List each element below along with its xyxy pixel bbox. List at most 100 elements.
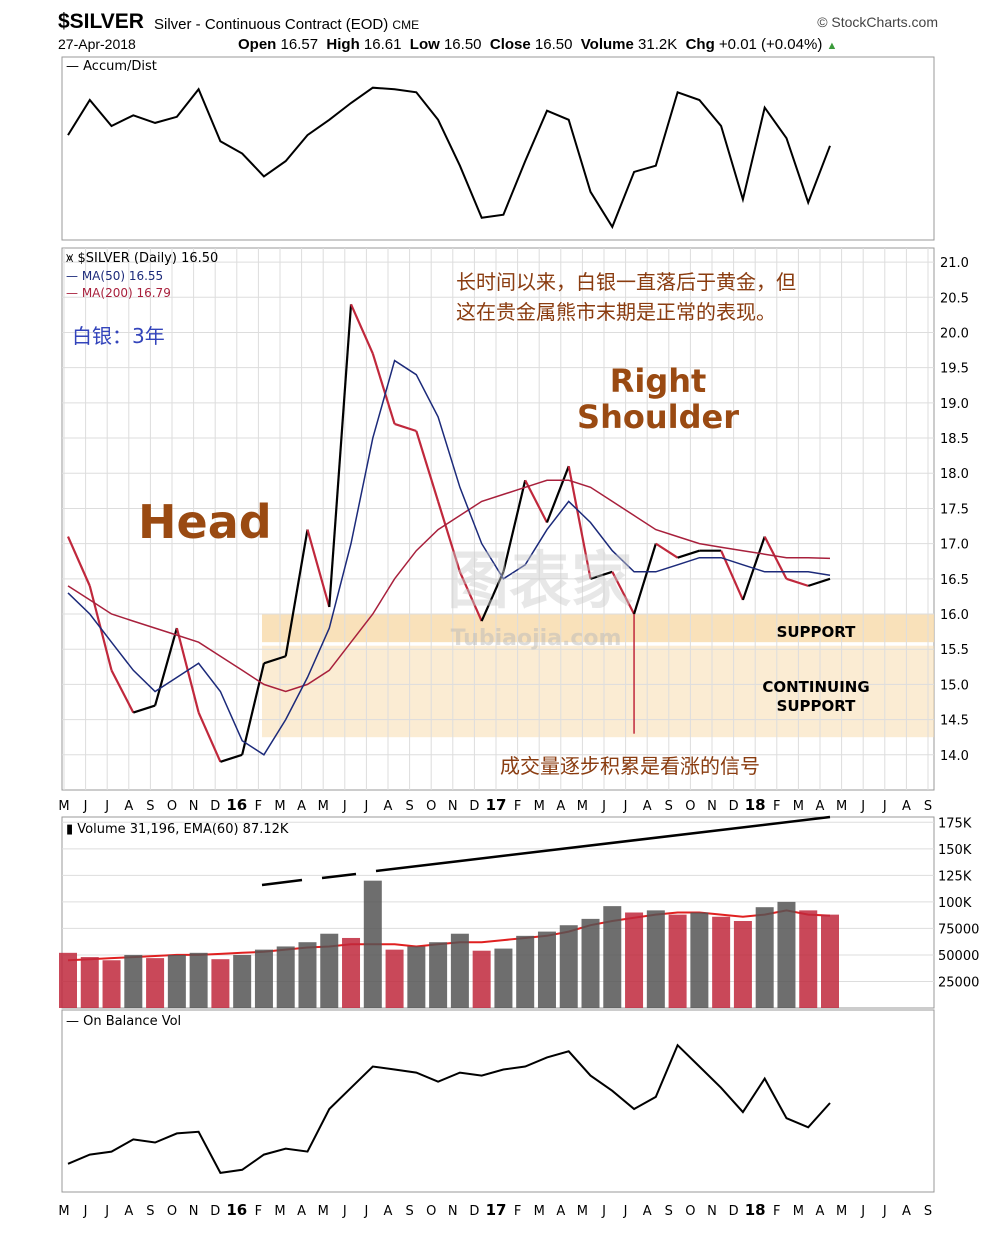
volume-bar — [733, 920, 752, 1008]
volume-bar — [581, 918, 600, 1008]
volume-bar — [102, 960, 121, 1008]
x-tick-label: S — [665, 799, 673, 814]
x-tick-label-bottom: D — [210, 1204, 220, 1219]
x-tick-label-bottom: N — [448, 1204, 458, 1219]
x-tick-label: A — [124, 799, 133, 814]
volume-bar — [472, 950, 491, 1008]
volume-bar — [254, 949, 273, 1008]
volume-tick-label: 175K — [938, 816, 972, 831]
volume-bar — [559, 925, 578, 1008]
price-panel-frame — [61, 247, 935, 791]
price-tick-label: 14.5 — [940, 714, 969, 729]
x-tick-label: A — [297, 799, 306, 814]
obv-panel-frame — [61, 1009, 935, 1193]
x-tick-label: S — [146, 799, 154, 814]
x-tick-label: O — [167, 799, 177, 814]
x-tick-label-bottom: 18 — [745, 1201, 766, 1219]
x-tick-label-bottom: S — [665, 1204, 673, 1219]
volume-bar — [146, 958, 165, 1008]
price-segment — [220, 753, 243, 763]
x-tick-label-bottom: 16 — [226, 1201, 247, 1219]
support-bands — [262, 614, 934, 738]
x-tick-label: 17 — [486, 796, 507, 814]
volume-bar — [625, 912, 644, 1008]
accum-legend: — Accum/Dist — [66, 59, 157, 74]
volume-bar — [320, 933, 339, 1008]
x-tick-label-bottom: N — [707, 1204, 717, 1219]
price-segment — [241, 663, 266, 756]
x-tick-label: M — [274, 799, 285, 814]
x-tick-label: A — [384, 799, 393, 814]
x-tick-label: J — [623, 799, 628, 814]
ma50-line — [67, 359, 831, 756]
x-tick-label: J — [342, 799, 347, 814]
volume-bar — [516, 935, 535, 1008]
x-tick-label-bottom: F — [255, 1204, 262, 1219]
note-line-1: 长时间以来，白银一直落后于黄金，但 — [456, 270, 796, 294]
x-tick-label: M — [793, 799, 804, 814]
price-segment — [502, 480, 527, 573]
volume-bar — [799, 910, 818, 1008]
price-segment — [590, 570, 613, 580]
x-tick-label-bottom: M — [793, 1204, 804, 1219]
x-tick-label: F — [255, 799, 262, 814]
ma200-line — [67, 479, 831, 693]
description-text: Silver - Continuous Contract (EOD) — [154, 16, 389, 33]
close-label: Close — [489, 36, 531, 53]
price-tick-label: 20.0 — [940, 326, 969, 341]
volume-tick-label: 150K — [938, 843, 972, 858]
chart-header: $SILVER Silver - Continuous Contract (EO… — [58, 6, 938, 53]
price-segment — [394, 422, 417, 433]
x-tick-label: M — [577, 799, 588, 814]
x-tick-label-bottom: A — [902, 1204, 911, 1219]
price-segment — [371, 353, 396, 425]
low-value: 16.50 — [443, 36, 482, 53]
x-tick-label-bottom: J — [83, 1204, 88, 1219]
x-tick-label: 18 — [745, 796, 766, 814]
head-label: Head — [138, 495, 272, 549]
x-tick-label: N — [707, 799, 717, 814]
price-segment — [633, 543, 657, 615]
price-tick-label: 21.0 — [940, 256, 969, 271]
high-value: 16.61 — [363, 36, 402, 53]
price-tick-label: 19.0 — [940, 397, 969, 412]
support-label: SUPPORT — [777, 623, 857, 641]
volume-value: 31.2K — [638, 36, 678, 53]
volume-legend: ▮ Volume 31,196, EMA(60) 87.12K — [66, 822, 289, 837]
volume-bar — [298, 942, 317, 1008]
axis-ticks: MMJJJJAASSOONNDD1616FFMMAAMMJJJJAASSOONN… — [58, 256, 979, 1219]
price-segment — [545, 465, 570, 523]
volume-tick-label: 100K — [938, 896, 972, 911]
x-tick-label: J — [601, 799, 606, 814]
volume-note: 成交量逐步积累是看涨的信号 — [500, 754, 760, 778]
price-segment — [458, 571, 483, 622]
volume-bar — [646, 910, 665, 1008]
volume-bar — [494, 948, 513, 1008]
price-segment — [415, 430, 440, 502]
price-segment — [480, 571, 505, 622]
price-segment — [110, 669, 135, 714]
x-tick-label-bottom: J — [601, 1204, 606, 1219]
note-line-2: 这在贵金属熊市末期是正常的表现。 — [456, 300, 776, 324]
description: Silver - Continuous Contract (EOD) CME — [154, 16, 419, 33]
volume-bar — [712, 916, 731, 1008]
x-tick-label-bottom: A — [124, 1204, 133, 1219]
volume-tick-label: 50000 — [938, 949, 979, 964]
x-tick-label-bottom: M — [58, 1204, 69, 1219]
annotations: 白银：3年 长时间以来，白银一直落后于黄金，但 这在贵金属熊市末期是正常的表现。… — [72, 270, 870, 778]
x-tick-label: A — [816, 799, 825, 814]
symbol: $SILVER — [58, 10, 144, 33]
volume-bar — [276, 946, 295, 1008]
subtitle-cn: 白银：3年 — [72, 324, 165, 348]
x-tick-label-bottom: S — [924, 1204, 932, 1219]
x-tick-label-bottom: A — [556, 1204, 565, 1219]
volume-bar — [429, 942, 448, 1008]
price-tick-label: 15.5 — [940, 643, 969, 658]
accum-panel-frame — [61, 56, 935, 241]
x-tick-label: 16 — [226, 796, 247, 814]
price-tick-label: 19.5 — [940, 362, 969, 377]
volume-bar — [668, 914, 687, 1008]
chg-label: Chg — [685, 36, 715, 53]
continuing-support-label-2: SUPPORT — [777, 697, 857, 715]
